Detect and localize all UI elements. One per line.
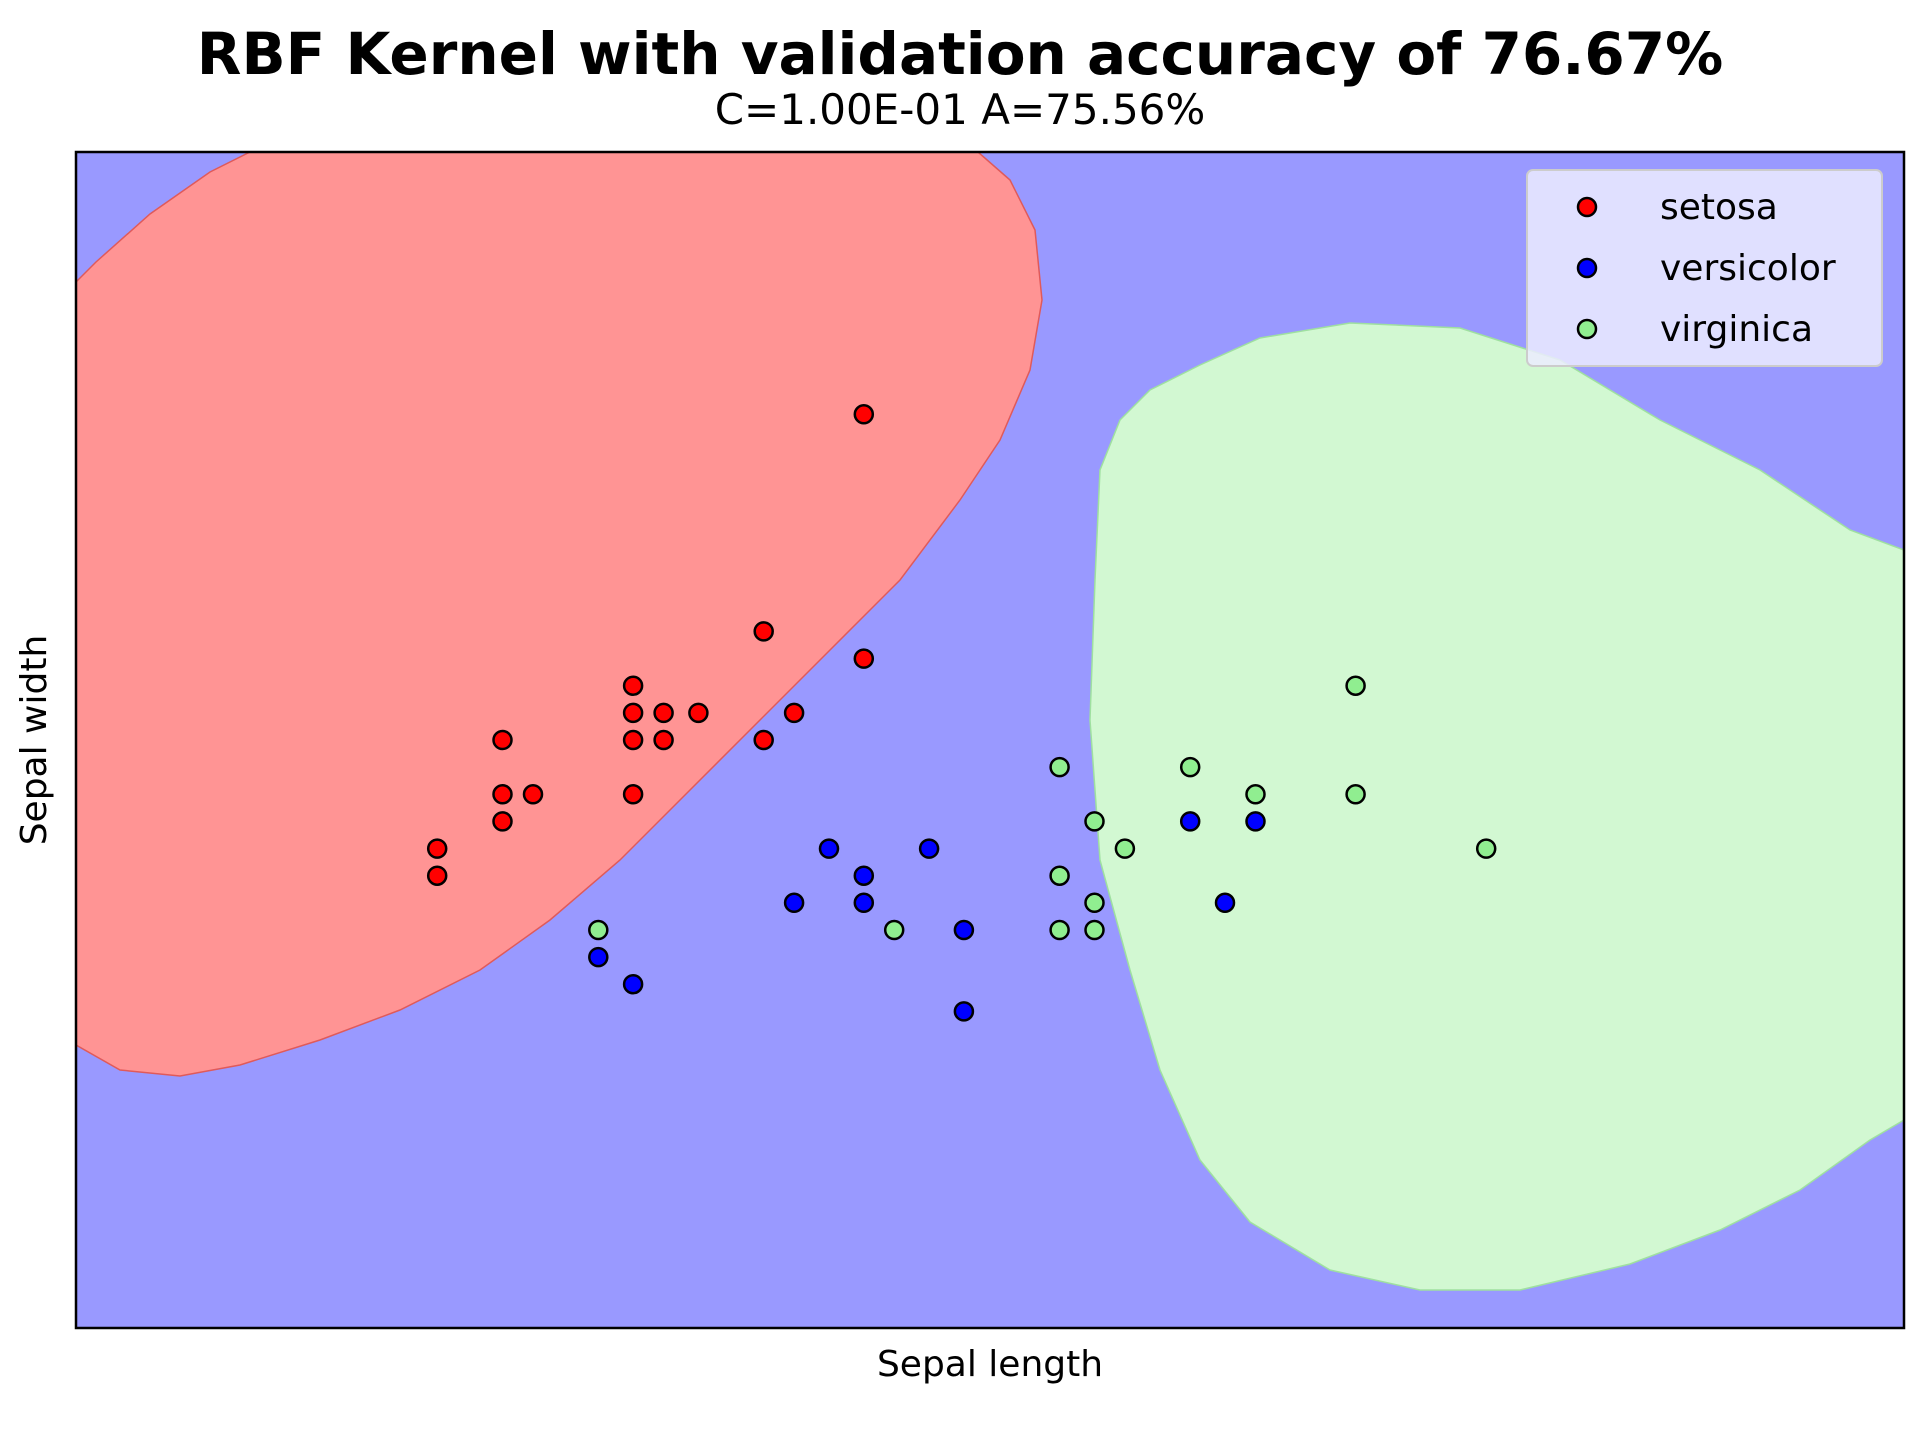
legend-marker-versicolor	[1576, 257, 1598, 279]
point-versicolor-9	[1179, 811, 1201, 832]
point-virginica-10	[1245, 784, 1266, 805]
legend-box	[1526, 169, 1883, 367]
point-virginica-7	[1084, 919, 1105, 941]
chart-subtitle: C=1.00E-01 A=75.56%	[715, 85, 1206, 134]
legend-label-setosa: setosa	[1660, 187, 1778, 228]
point-versicolor-8	[953, 1001, 975, 1022]
point-virginica-11	[1345, 675, 1366, 696]
point-setosa-8	[622, 702, 644, 724]
point-versicolor-3	[818, 838, 840, 859]
point-setosa-2	[492, 811, 513, 832]
legend-label-versicolor: versicolor	[1660, 248, 1836, 289]
y-axis-label: Sepal width	[14, 635, 55, 846]
point-setosa-12	[688, 702, 709, 724]
legend-marker-setosa	[1576, 196, 1598, 218]
point-versicolor-10	[1214, 892, 1236, 914]
point-setosa-16	[853, 404, 875, 425]
point-setosa-13	[753, 729, 774, 751]
point-setosa-15	[783, 702, 805, 724]
point-versicolor-5	[853, 892, 875, 914]
series-versicolor	[588, 811, 1266, 1022]
point-versicolor-7	[953, 919, 975, 941]
series-setosa	[426, 404, 875, 886]
point-virginica-2	[1049, 756, 1070, 778]
point-versicolor-6	[918, 838, 940, 859]
point-setosa-1	[426, 838, 448, 859]
point-versicolor-4	[853, 865, 875, 886]
point-virginica-0	[588, 919, 609, 941]
point-virginica-4	[1049, 919, 1070, 941]
point-versicolor-1	[622, 973, 644, 995]
data-points	[426, 404, 1497, 1022]
point-setosa-0	[426, 865, 448, 886]
point-versicolor-0	[588, 946, 609, 968]
point-setosa-5	[492, 729, 513, 751]
point-setosa-6	[622, 784, 644, 805]
point-virginica-6	[1084, 892, 1105, 914]
chart-title: RBF Kernel with validation accuracy of 7…	[197, 20, 1723, 88]
plot-frame	[74, 150, 1906, 1330]
point-setosa-4	[522, 784, 544, 805]
legend: setosa versicolor virginica	[1526, 169, 1883, 367]
point-virginica-12	[1345, 784, 1366, 805]
x-axis-label: Sepal length	[877, 1344, 1103, 1385]
series-virginica	[588, 675, 1497, 941]
point-virginica-1	[883, 919, 905, 941]
point-setosa-9	[622, 675, 644, 696]
point-setosa-14	[753, 621, 774, 642]
legend-marker-virginica	[1576, 318, 1598, 340]
point-setosa-7	[622, 729, 644, 751]
point-virginica-8	[1114, 838, 1136, 859]
point-versicolor-11	[1245, 811, 1266, 832]
point-virginica-5	[1084, 811, 1105, 832]
point-setosa-3	[492, 784, 513, 805]
region-setosa	[76, 152, 1043, 1077]
point-virginica-9	[1179, 756, 1201, 778]
point-virginica-13	[1475, 838, 1497, 859]
point-virginica-3	[1049, 865, 1070, 886]
region-virginica	[1089, 322, 1904, 1291]
point-setosa-17	[853, 648, 875, 669]
point-setosa-10	[653, 729, 674, 751]
point-versicolor-2	[783, 892, 805, 914]
legend-label-virginica: virginica	[1660, 309, 1813, 350]
point-setosa-11	[653, 702, 674, 724]
